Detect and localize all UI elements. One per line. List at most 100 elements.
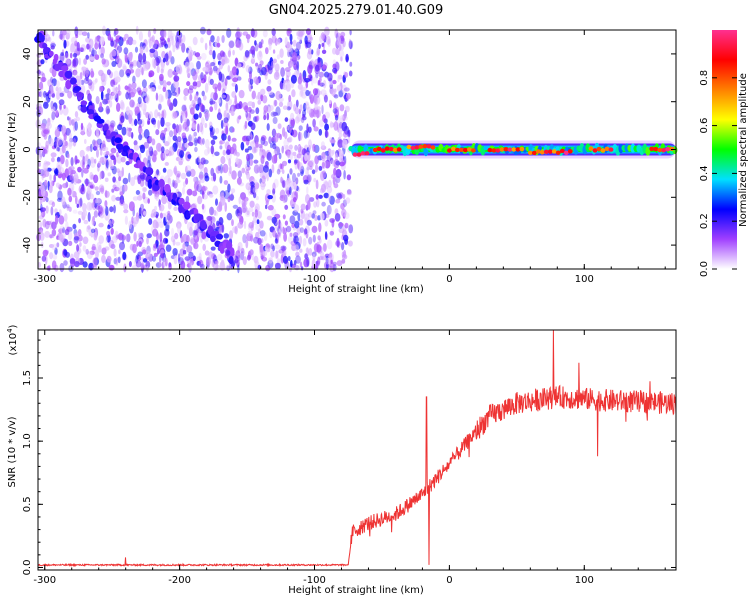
noise-cell [223, 233, 229, 239]
noise-cell [264, 246, 268, 254]
noise-cell [270, 243, 274, 250]
noise-cell [246, 172, 250, 178]
peak-segment-cell [551, 149, 557, 154]
noise-cell [267, 65, 273, 75]
noise-cell [170, 56, 175, 65]
noise-cell [306, 256, 310, 267]
noise-cell [98, 184, 105, 192]
diagonal-feature-cell [114, 137, 122, 144]
noise-cell [72, 138, 77, 147]
noise-cell [112, 176, 116, 183]
noise-cell [56, 242, 60, 248]
noise-cell [333, 94, 339, 99]
diagonal-feature-cell [87, 109, 95, 116]
noise-cell [300, 165, 305, 175]
noise-cell [284, 260, 290, 270]
noise-cell [267, 195, 274, 200]
noise-cell [145, 94, 150, 104]
noise-cell [90, 232, 94, 238]
noise-cell [320, 256, 327, 261]
noise-cell [244, 148, 249, 153]
noise-cell [81, 31, 88, 36]
noise-cell [249, 200, 255, 208]
noise-cell [141, 186, 147, 193]
noise-cell [64, 168, 70, 179]
noise-cell [56, 147, 60, 152]
noise-cell [47, 264, 51, 272]
noise-cell [250, 184, 256, 194]
noise-cell [323, 192, 330, 199]
noise-cell [201, 104, 206, 113]
noise-cell [96, 133, 100, 139]
noise-cell [252, 187, 258, 194]
noise-cell [44, 170, 50, 177]
noise-cell [138, 213, 142, 219]
noise-cell [105, 206, 109, 216]
noise-cell [227, 135, 231, 142]
noise-cell [68, 166, 75, 171]
noise-cell [324, 261, 329, 270]
top-y-tick-label: -40 [22, 237, 33, 253]
noise-cell [343, 87, 350, 92]
noise-cell [167, 135, 171, 145]
noise-cell [215, 260, 219, 265]
noise-cell [58, 228, 64, 234]
diagonal-feature-cell [199, 220, 207, 230]
noise-cell [347, 240, 353, 247]
noise-cell [183, 88, 190, 96]
noise-cell [65, 251, 70, 258]
noise-cell [181, 42, 186, 53]
noise-cell [318, 128, 323, 136]
noise-cell [164, 43, 169, 49]
noise-cell [138, 31, 143, 41]
noise-cell [109, 206, 114, 213]
noise-cell [92, 257, 98, 268]
top-y-ticks: -40 -20 0 20 40 [22, 29, 676, 270]
noise-cell [293, 260, 297, 266]
noise-cell [272, 182, 276, 192]
noise-cell [64, 228, 70, 236]
noise-cell [312, 234, 316, 243]
noise-cell [286, 125, 290, 131]
noise-cell [333, 167, 337, 176]
noise-cell [335, 168, 342, 179]
noise-cell [157, 102, 162, 110]
noise-cell [272, 49, 276, 54]
noise-cell [145, 46, 149, 53]
noise-cell [291, 89, 296, 98]
noise-cell [242, 135, 247, 142]
noise-cell [70, 257, 76, 268]
noise-cell [36, 103, 42, 109]
noise-cell [231, 137, 237, 142]
noise-cell [182, 121, 188, 130]
noise-cell [284, 179, 290, 190]
noise-cell [154, 193, 158, 200]
noise-cell [184, 142, 190, 148]
noise-cell [159, 232, 163, 242]
noise-cell [87, 158, 91, 167]
noise-cell [43, 148, 48, 154]
noise-cell [332, 67, 338, 74]
noise-cell [81, 185, 85, 193]
noise-cell [80, 159, 85, 168]
noise-cell [94, 158, 97, 164]
bottom-x-tick-label: -300 [33, 575, 56, 586]
noise-cell [83, 167, 89, 174]
noise-cell [164, 149, 170, 154]
noise-cell [49, 174, 52, 181]
noise-cell [61, 125, 67, 134]
noise-cell [62, 183, 69, 189]
noise-cell [138, 240, 142, 248]
noise-cell [332, 261, 337, 266]
noise-cell [147, 30, 151, 38]
noise-cell [339, 161, 345, 167]
top-y-axis-label: Frequency (Hz) [7, 112, 18, 188]
noise-cell [185, 165, 192, 172]
noise-cell [129, 63, 134, 70]
noise-cell [315, 163, 318, 173]
peak-segment-cell [487, 147, 493, 153]
noise-cell [168, 262, 172, 268]
noise-cell [40, 59, 45, 65]
noise-cell [167, 202, 172, 210]
noise-cell [114, 95, 118, 101]
